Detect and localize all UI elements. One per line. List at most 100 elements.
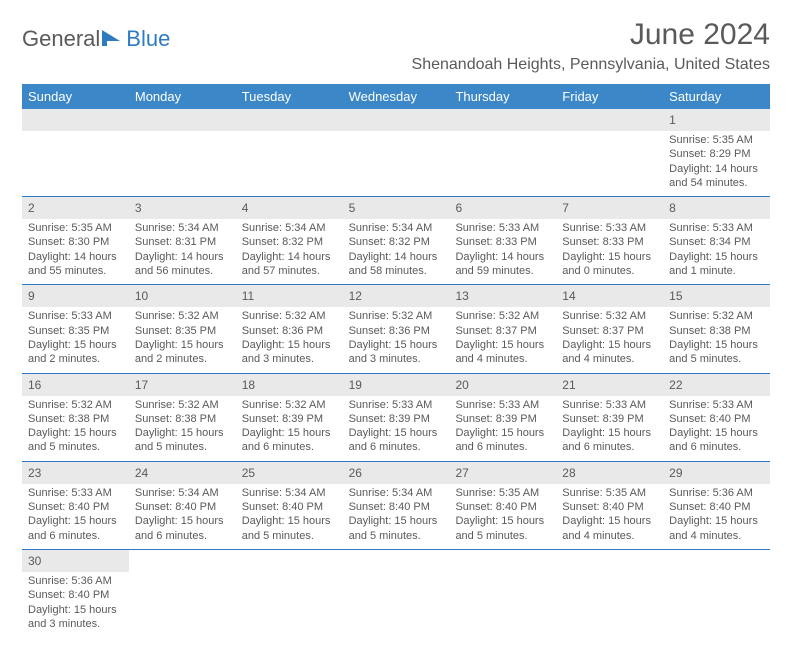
day-info-line: Daylight: 15 hours [28, 338, 123, 352]
week-row: 16171819202122Sunrise: 5:32 AMSunset: 8:… [22, 374, 770, 462]
day-info-line: Daylight: 15 hours [669, 514, 764, 528]
day-info-line: Sunset: 8:40 PM [28, 588, 123, 602]
day-info-line: Sunset: 8:37 PM [455, 324, 550, 338]
day-number-cell [343, 109, 450, 131]
day-number: 30 [28, 554, 41, 568]
day-info-line: and 57 minutes. [242, 264, 337, 278]
day-number-cell: 19 [343, 374, 450, 396]
day-body-cell: Sunrise: 5:33 AMSunset: 8:39 PMDaylight:… [343, 396, 450, 461]
day-info-line: and 6 minutes. [455, 440, 550, 454]
day-header-wed: Wednesday [343, 84, 450, 109]
day-info-line: Daylight: 15 hours [28, 514, 123, 528]
day-header-sun: Sunday [22, 84, 129, 109]
day-number-cell [22, 109, 129, 131]
day-body-cell: Sunrise: 5:33 AMSunset: 8:40 PMDaylight:… [663, 396, 770, 461]
day-info-line: and 6 minutes. [669, 440, 764, 454]
day-number-cell: 5 [343, 197, 450, 219]
day-body-cell: Sunrise: 5:34 AMSunset: 8:32 PMDaylight:… [343, 219, 450, 284]
day-info-line: and 6 minutes. [562, 440, 657, 454]
day-info-line: and 5 minutes. [28, 440, 123, 454]
day-number-cell [236, 109, 343, 131]
day-info-line: Daylight: 15 hours [135, 338, 230, 352]
day-number: 6 [455, 201, 462, 215]
day-body-cell [449, 131, 556, 196]
day-info-line: Daylight: 15 hours [669, 338, 764, 352]
day-body-cell: Sunrise: 5:32 AMSunset: 8:39 PMDaylight:… [236, 396, 343, 461]
day-info-line: and 4 minutes. [562, 352, 657, 366]
day-number: 23 [28, 466, 41, 480]
day-info-line: Daylight: 15 hours [562, 514, 657, 528]
week-row: 1Sunrise: 5:35 AMSunset: 8:29 PMDaylight… [22, 109, 770, 197]
day-number-cell [449, 550, 556, 572]
day-info-line: Sunrise: 5:34 AM [349, 221, 444, 235]
day-info-line: Daylight: 15 hours [669, 426, 764, 440]
day-info-line: Sunrise: 5:33 AM [562, 221, 657, 235]
day-info-line: and 6 minutes. [349, 440, 444, 454]
day-info-line: Sunrise: 5:34 AM [242, 486, 337, 500]
day-body-cell [449, 572, 556, 637]
day-info-line: Sunset: 8:40 PM [349, 500, 444, 514]
day-info-line: and 1 minute. [669, 264, 764, 278]
day-info-line: Sunset: 8:34 PM [669, 235, 764, 249]
logo-text-general: General [22, 26, 100, 52]
brand-logo: General Blue [22, 18, 170, 52]
day-info-line: Daylight: 15 hours [349, 338, 444, 352]
day-info-line: Sunset: 8:40 PM [242, 500, 337, 514]
day-number-cell [129, 109, 236, 131]
day-info-line: Sunset: 8:30 PM [28, 235, 123, 249]
day-info-line: Sunrise: 5:32 AM [135, 309, 230, 323]
day-info-line: Sunset: 8:35 PM [28, 324, 123, 338]
day-info-line: Sunset: 8:39 PM [562, 412, 657, 426]
day-info-line: Sunset: 8:39 PM [349, 412, 444, 426]
day-info-line: Daylight: 14 hours [669, 162, 764, 176]
day-number-cell: 14 [556, 285, 663, 307]
day-info-line: Sunset: 8:39 PM [242, 412, 337, 426]
day-number: 29 [669, 466, 682, 480]
week-row: 9101112131415Sunrise: 5:33 AMSunset: 8:3… [22, 285, 770, 373]
day-info-line: Sunrise: 5:33 AM [669, 221, 764, 235]
day-number-cell: 4 [236, 197, 343, 219]
day-number-cell: 12 [343, 285, 450, 307]
day-number: 4 [242, 201, 249, 215]
day-header-mon: Monday [129, 84, 236, 109]
day-number: 17 [135, 378, 148, 392]
week-row: 2345678Sunrise: 5:35 AMSunset: 8:30 PMDa… [22, 197, 770, 285]
day-info-line: and 6 minutes. [135, 529, 230, 543]
day-info-line: Daylight: 14 hours [135, 250, 230, 264]
weeks-container: 1Sunrise: 5:35 AMSunset: 8:29 PMDaylight… [22, 109, 770, 637]
day-header-tue: Tuesday [236, 84, 343, 109]
day-number-cell: 1 [663, 109, 770, 131]
day-number: 8 [669, 201, 676, 215]
day-info-line: Sunrise: 5:34 AM [242, 221, 337, 235]
day-number-cell: 23 [22, 462, 129, 484]
day-info-line: Sunrise: 5:32 AM [242, 309, 337, 323]
day-number-cell: 17 [129, 374, 236, 396]
day-number: 16 [28, 378, 41, 392]
day-body-cell: Sunrise: 5:32 AMSunset: 8:35 PMDaylight:… [129, 307, 236, 372]
day-info-line: Sunset: 8:40 PM [669, 500, 764, 514]
calendar-page: General Blue June 2024 Shenandoah Height… [0, 0, 792, 655]
day-body-cell [236, 131, 343, 196]
day-info-line: Sunrise: 5:32 AM [669, 309, 764, 323]
day-info-line: Daylight: 15 hours [562, 250, 657, 264]
day-info-line: Daylight: 15 hours [562, 426, 657, 440]
title-block: June 2024 Shenandoah Heights, Pennsylvan… [412, 18, 770, 74]
day-number: 22 [669, 378, 682, 392]
day-body-cell [663, 572, 770, 637]
day-number: 2 [28, 201, 35, 215]
day-info-line: and 5 minutes. [669, 352, 764, 366]
day-body-cell [129, 572, 236, 637]
day-number-cell: 3 [129, 197, 236, 219]
day-number-cell [556, 550, 663, 572]
day-number-cell: 27 [449, 462, 556, 484]
day-number: 5 [349, 201, 356, 215]
day-number: 21 [562, 378, 575, 392]
day-number-cell: 30 [22, 550, 129, 572]
day-info-line: and 59 minutes. [455, 264, 550, 278]
day-body-cell: Sunrise: 5:33 AMSunset: 8:33 PMDaylight:… [556, 219, 663, 284]
day-info-line: Sunset: 8:33 PM [562, 235, 657, 249]
day-info-line: and 55 minutes. [28, 264, 123, 278]
day-info-line: Sunrise: 5:34 AM [135, 221, 230, 235]
day-number: 10 [135, 289, 148, 303]
day-number-cell: 29 [663, 462, 770, 484]
